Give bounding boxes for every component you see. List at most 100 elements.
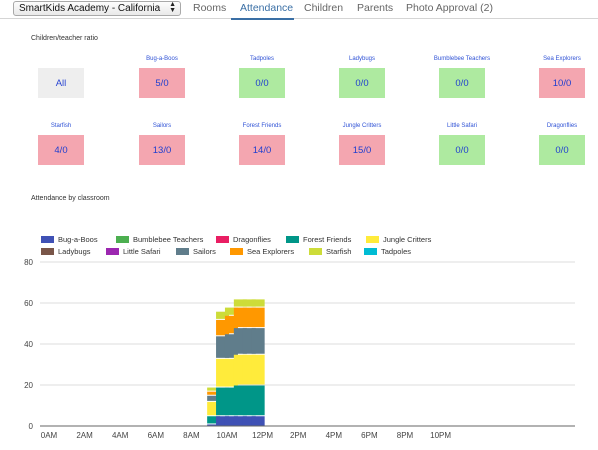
legend-item-bug-a-boos[interactable]: Bug-a-Boos <box>41 235 98 244</box>
bar-segment <box>251 307 265 328</box>
legend-label: Sea Explorers <box>247 247 295 256</box>
x-tick-label: 2AM <box>76 431 93 440</box>
ratio-tile-value: 0/0 <box>355 77 369 89</box>
ratio-tile-sea-explorers[interactable]: 10/0 <box>539 68 585 98</box>
legend-label: Bumblebee Teachers <box>133 235 204 244</box>
bar-segment <box>251 299 265 307</box>
legend-item-bumblebee-teachers[interactable]: Bumblebee Teachers <box>116 235 203 244</box>
legend-item-sea-explorers[interactable]: Sea Explorers <box>230 247 294 256</box>
legend-label: Sailors <box>193 247 216 256</box>
ratio-tile-dragonflies[interactable]: 0/0 <box>539 135 585 165</box>
ratio-tile-value: 10/0 <box>552 77 572 89</box>
ratio-tile-label-sea-explorers: Sea Explorers <box>543 56 581 62</box>
legend-label: Little Safari <box>123 247 161 256</box>
ratio-tile-ladybugs[interactable]: 0/0 <box>339 68 385 98</box>
bar-segment <box>207 424 221 426</box>
ratio-section-title: Children/teacher ratio <box>31 35 98 42</box>
ratio-tile-value: 4/0 <box>54 144 68 156</box>
chart-bars <box>207 299 265 426</box>
bar-segment <box>251 328 265 354</box>
legend-label: Bug-a-Boos <box>58 235 98 244</box>
bar-segment <box>224 307 238 315</box>
ratio-tile-label-dragonflies: Dragonflies <box>546 123 578 129</box>
legend-swatch <box>41 248 54 255</box>
ratio-tile-label-bumblebee-teachers: Bumblebee Teachers <box>433 56 491 62</box>
legend-item-little-safari[interactable]: Little Safari <box>106 247 161 256</box>
attendance-section-title: Attendance by classroom <box>31 195 110 202</box>
tab-children[interactable]: Children <box>304 2 344 14</box>
ratio-tile-value: 5/0 <box>155 77 169 89</box>
tab-attendance[interactable]: Attendance <box>240 2 294 14</box>
legend-swatch <box>116 236 129 243</box>
ratio-tile-value: 0/0 <box>455 144 469 156</box>
ratio-tile-label-forest-friends: Forest Friends <box>242 123 282 129</box>
ratio-tile-label-little-safari: Little Safari <box>446 123 477 129</box>
chart-grid <box>40 261 575 427</box>
y-tick-label: 0 <box>29 422 34 431</box>
legend-label: Starfish <box>326 247 352 256</box>
chart-axes: 0 20 40 60 80 0AM 2AM 4AM 6AM 8AM 10AM 12PM 2PM 4PM 6P… <box>24 258 451 440</box>
legend-swatch <box>41 236 54 243</box>
select-arrows-icon: ▲ ▼ <box>169 1 176 14</box>
bar-segment <box>224 416 238 426</box>
legend-item-dragonflies[interactable]: Dragonflies <box>216 235 271 244</box>
x-tick-label: 2PM <box>290 431 307 440</box>
ratio-tile-label-jungle-critters: Jungle Critters <box>342 123 382 129</box>
ratio-tile-bug-a-boos[interactable]: 5/0 <box>139 68 185 98</box>
ratio-tile-forest-friends[interactable]: 14/0 <box>239 135 285 165</box>
bar-segment <box>216 311 230 319</box>
ratio-tile-label-bug-a-boos: Bug-a-Boos <box>146 56 178 62</box>
ratio-tile-value: 15/0 <box>352 144 372 156</box>
ratio-tile-starfish[interactable]: 4/0 <box>38 135 84 165</box>
school-select-value: SmartKids Academy - California <box>19 3 161 14</box>
ratio-tile-label-sailors: Sailors <box>152 123 172 129</box>
tab-rooms[interactable]: Rooms <box>193 2 227 14</box>
y-tick-label: 20 <box>24 381 33 390</box>
legend-item-starfish[interactable]: Starfish <box>309 247 351 256</box>
x-tick-label: 4PM <box>326 431 343 440</box>
x-tick-label: 10PM <box>430 431 451 440</box>
legend-swatch <box>309 248 322 255</box>
x-tick-label: 0AM <box>41 431 58 440</box>
legend-swatch <box>364 248 377 255</box>
ratio-tile-value: 0/0 <box>455 77 469 89</box>
ratio-tile-value: 13/0 <box>152 144 172 156</box>
ratio-tile-value: 14/0 <box>252 144 272 156</box>
ratio-tile-all[interactable]: All <box>38 68 84 98</box>
legend-label: Dragonflies <box>233 235 271 244</box>
bar-segment <box>207 416 221 424</box>
school-select[interactable]: SmartKids Academy - California ▲ ▼ <box>13 1 181 16</box>
x-tick-label: 10AM <box>217 431 238 440</box>
legend-label: Ladybugs <box>58 247 91 256</box>
legend-label: Tadpoles <box>381 247 412 256</box>
legend-item-tadpoles[interactable]: Tadpoles <box>364 247 411 256</box>
x-tick-label: 8PM <box>397 431 414 440</box>
x-tick-label: 4AM <box>112 431 129 440</box>
tab-photo-approval[interactable]: Photo Approval (2) <box>406 2 493 14</box>
tab-parents[interactable]: Parents <box>357 2 394 14</box>
x-tick-label: 12PM <box>252 431 273 440</box>
legend-label: Jungle Critters <box>383 235 432 244</box>
legend-item-forest-friends[interactable]: Forest Friends <box>286 235 351 244</box>
y-tick-label: 80 <box>24 258 33 267</box>
legend-item-ladybugs[interactable]: Ladybugs <box>41 247 91 256</box>
legend-item-jungle-critters[interactable]: Jungle Critters <box>366 235 431 244</box>
ratio-tile-jungle-critters[interactable]: 15/0 <box>339 135 385 165</box>
y-tick-label: 40 <box>24 340 33 349</box>
ratio-tile-sailors[interactable]: 13/0 <box>139 135 185 165</box>
ratio-tile-tadpoles[interactable]: 0/0 <box>239 68 285 98</box>
ratio-tile-label-tadpoles: Tadpoles <box>249 56 275 62</box>
legend-swatch <box>230 248 243 255</box>
bar-segment <box>207 395 221 401</box>
ratio-tile-little-safari[interactable]: 0/0 <box>439 135 485 165</box>
ratio-tile-bumblebee-teachers[interactable]: 0/0 <box>439 68 485 98</box>
legend-swatch <box>106 248 119 255</box>
legend-item-sailors[interactable]: Sailors <box>176 247 216 256</box>
x-tick-label: 6AM <box>148 431 165 440</box>
bar-segment <box>233 416 247 426</box>
bar-segment <box>216 416 230 426</box>
top-navigation-bar: SmartKids Academy - California ▲ ▼ Rooms … <box>0 0 598 20</box>
legend-swatch <box>366 236 379 243</box>
legend-swatch <box>286 236 299 243</box>
